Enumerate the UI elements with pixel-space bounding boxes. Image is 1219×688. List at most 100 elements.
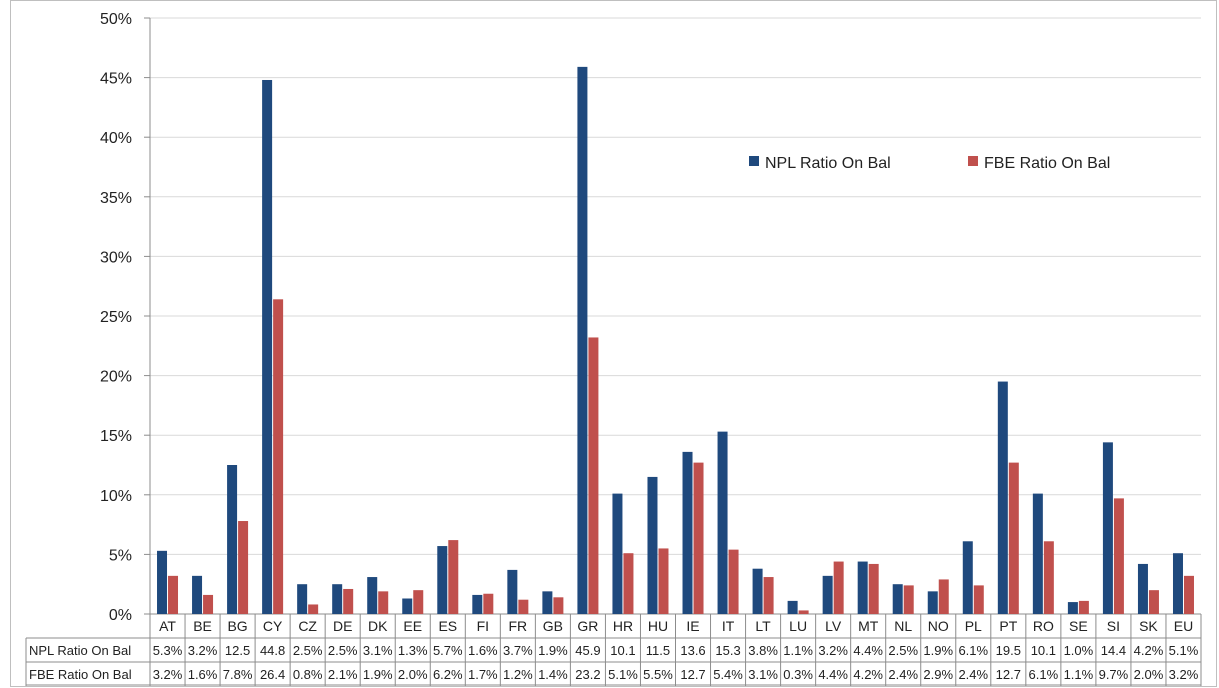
bar-fbe-it: [728, 549, 739, 614]
table-row-label-fbe: FBE Ratio On Bal: [29, 667, 132, 682]
x-category-label: CY: [263, 618, 283, 634]
bar-npl-mt: [857, 561, 868, 614]
x-category-label: LU: [789, 618, 807, 634]
table-cell-fbe: 12.7: [680, 667, 705, 682]
legend-label-fbe: FBE Ratio On Bal: [984, 155, 1110, 172]
bar-fbe-se: [1078, 600, 1089, 614]
x-category-label: EU: [1174, 618, 1193, 634]
bar-fbe-dk: [378, 591, 389, 614]
y-tick-label: 45%: [100, 71, 132, 88]
bar-npl-lt: [752, 568, 763, 614]
bar-npl-pt: [997, 381, 1008, 614]
bar-npl-es: [437, 546, 448, 614]
bar-fbe-hu: [658, 548, 669, 614]
table-cell-fbe: 2.4%: [958, 667, 988, 682]
x-category-label: BG: [227, 618, 247, 634]
bar-npl-at: [157, 550, 168, 614]
bar-npl-de: [332, 584, 343, 614]
x-category-label: HU: [648, 618, 668, 634]
table-cell-npl: 10.1: [610, 643, 635, 658]
y-tick-label: 50%: [100, 11, 132, 28]
bar-fbe-cz: [308, 604, 319, 614]
table-cell-fbe: 0.8%: [293, 667, 323, 682]
x-category-label: DK: [368, 618, 388, 634]
bar-fbe-gr: [588, 337, 599, 614]
bar-fbe-sk: [1148, 590, 1159, 614]
table-row-label-npl: NPL Ratio On Bal: [29, 643, 131, 658]
bar-fbe-fr: [518, 599, 529, 614]
x-category-label: PL: [965, 618, 982, 634]
x-category-label: LV: [825, 618, 842, 634]
bar-fbe-be: [203, 594, 214, 614]
y-tick-label: 20%: [100, 369, 132, 386]
y-tick-label: 40%: [100, 130, 132, 147]
chart-border: [10, 0, 1217, 687]
bars: [157, 66, 1194, 614]
bar-npl-si: [1102, 442, 1113, 614]
x-category-label: SI: [1107, 618, 1120, 634]
bar-fbe-eu: [1183, 575, 1194, 614]
bar-fbe-de: [343, 588, 354, 614]
table-cell-fbe: 3.2%: [153, 667, 183, 682]
x-category-label: NL: [894, 618, 912, 634]
x-category-label: SK: [1139, 618, 1158, 634]
x-category-label: PT: [999, 618, 1017, 634]
bar-npl-ie: [682, 451, 693, 614]
x-category-label: LT: [755, 618, 771, 634]
bar-npl-nl: [892, 584, 903, 614]
bar-npl-cz: [297, 584, 308, 614]
table-cell-fbe: 26.4: [260, 667, 285, 682]
x-category-label: NO: [928, 618, 949, 634]
y-axis-ticks: 0% 5% 10% 15% 20% 25% 30% 35% 40% 45% 50%: [100, 11, 132, 624]
table-cell-npl: 3.2%: [188, 643, 218, 658]
x-category-label: FR: [509, 618, 528, 634]
x-category-label: IT: [722, 618, 735, 634]
bar-fbe-es: [448, 540, 459, 614]
table-cell-npl: 1.0%: [1064, 643, 1094, 658]
bar-npl-se: [1067, 602, 1078, 614]
table-cell-npl: 10.1: [1031, 643, 1056, 658]
bar-fbe-bg: [238, 521, 249, 614]
table-cell-npl: 1.6%: [468, 643, 498, 658]
table-cell-npl: 11.5: [646, 643, 670, 658]
table-cell-npl: 5.3%: [153, 643, 183, 658]
bar-npl-hu: [647, 476, 658, 614]
table-cell-npl: 12.5: [225, 643, 250, 658]
y-tick-label: 0%: [109, 607, 132, 624]
bar-npl-fr: [507, 569, 518, 614]
table-cell-fbe: 23.2: [575, 667, 600, 682]
bar-npl-be: [192, 575, 203, 614]
table-cell-npl: 2.5%: [328, 643, 358, 658]
bar-npl-lu: [787, 600, 798, 614]
bar-fbe-lt: [763, 577, 774, 614]
table-cell-fbe: 2.1%: [328, 667, 358, 682]
y-tick-label: 30%: [100, 249, 132, 266]
table-cell-npl: 1.3%: [398, 643, 428, 658]
x-category-label: FI: [477, 618, 489, 634]
table-cell-npl: 3.2%: [818, 643, 848, 658]
bar-fbe-lv: [833, 561, 844, 614]
table-cell-fbe: 5.1%: [608, 667, 638, 682]
table-cell-fbe: 1.7%: [468, 667, 498, 682]
table-cell-fbe: 1.4%: [538, 667, 568, 682]
bar-npl-dk: [367, 577, 378, 614]
table-cell-fbe: 3.2%: [1169, 667, 1199, 682]
legend-swatch-npl: [749, 156, 759, 166]
bar-npl-ee: [402, 598, 413, 614]
table-cell-npl: 1.9%: [538, 643, 568, 658]
x-category-label: DE: [333, 618, 352, 634]
table-cell-npl: 3.1%: [363, 643, 393, 658]
table-cell-fbe: 4.4%: [818, 667, 848, 682]
data-table: NPL Ratio On Bal FBE Ratio On Bal AT 5.3% 3.…: [25, 614, 1202, 686]
table-cell-fbe: 5.4%: [713, 667, 743, 682]
table-cell-npl: 5.7%: [433, 643, 463, 658]
y-tick-label: 35%: [100, 190, 132, 207]
table-cell-fbe: 4.2%: [853, 667, 883, 682]
table-cell-npl: 4.4%: [853, 643, 883, 658]
y-tick-label: 5%: [109, 547, 132, 564]
table-cell-npl: 45.9: [575, 643, 600, 658]
bar-fbe-ee: [413, 590, 424, 614]
bar-fbe-ie: [693, 462, 704, 614]
bar-npl-hr: [612, 493, 623, 614]
x-category-label: BE: [193, 618, 212, 634]
